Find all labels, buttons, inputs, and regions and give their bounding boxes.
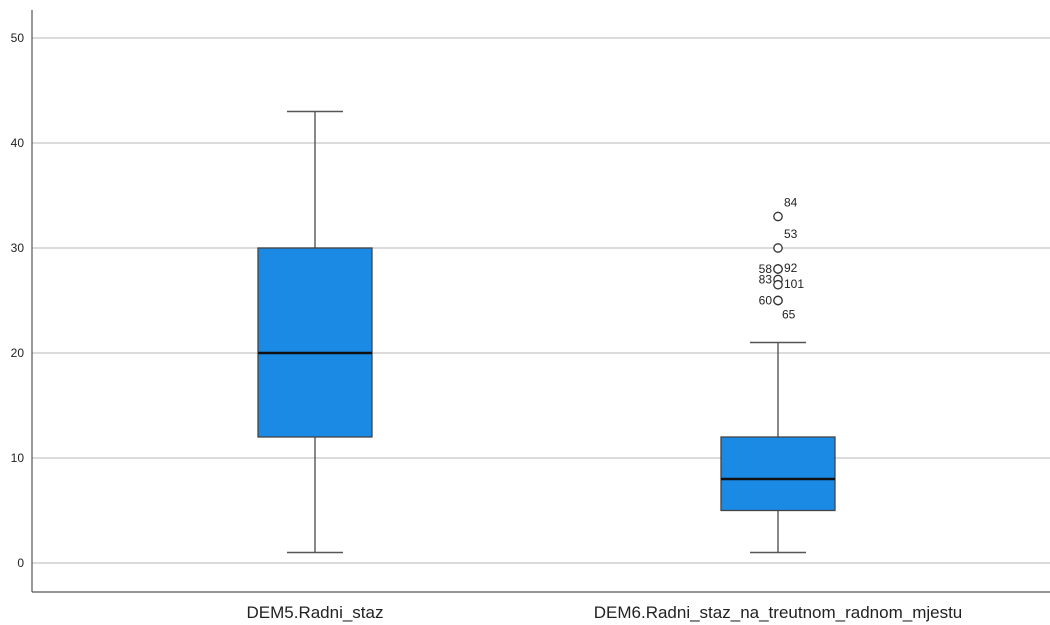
y-tick-label: 50 — [11, 31, 25, 45]
boxes — [257, 110, 836, 554]
labels: 0 10 20 30 40 50 DEM5.Radni_staz 84 53 58 92 83 101 6… — [11, 31, 963, 622]
box-series-1 — [257, 110, 373, 554]
outlier-label: 65 — [782, 308, 796, 322]
outlier-point — [773, 295, 783, 306]
box-series-2 — [720, 211, 836, 554]
outlier-label: 53 — [784, 227, 798, 241]
y-tick-label: 30 — [11, 241, 25, 255]
outlier-point — [773, 243, 783, 253]
outlier-point — [773, 211, 783, 222]
outlier-label: 84 — [784, 196, 798, 210]
x-category-label: DEM6.Radni_staz_na_treutnom_radnom_mjest… — [594, 603, 963, 622]
gridlines — [32, 37, 1050, 564]
x-category-label: DEM5.Radni_staz — [246, 603, 383, 622]
y-tick-label: 0 — [17, 556, 24, 570]
y-tick-label: 20 — [11, 346, 25, 360]
outlier-label: 101 — [784, 277, 804, 291]
outlier-point — [773, 264, 783, 274]
outlier-label: 83 — [759, 273, 773, 287]
y-tick-label: 40 — [11, 136, 25, 150]
outlier-label: 92 — [784, 261, 798, 275]
outlier-point — [773, 279, 783, 290]
iqr-box — [720, 436, 836, 512]
outlier-label: 58 — [759, 262, 773, 276]
axes — [31, 10, 1050, 593]
outlier-label: 60 — [759, 294, 773, 308]
iqr-box — [257, 247, 373, 438]
y-tick-label: 10 — [11, 451, 25, 465]
